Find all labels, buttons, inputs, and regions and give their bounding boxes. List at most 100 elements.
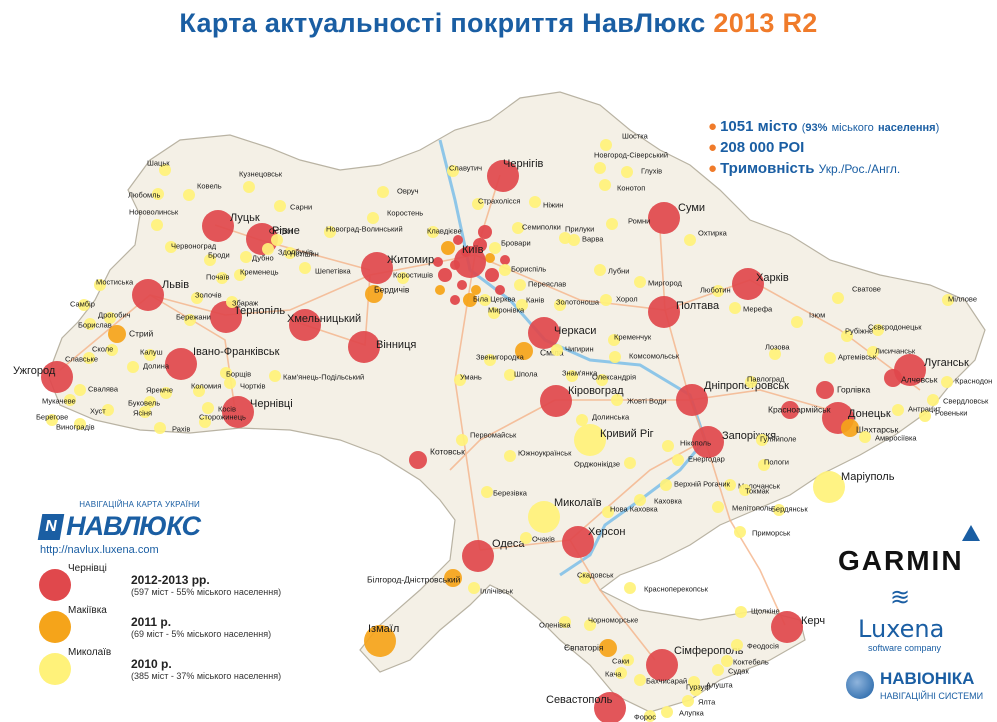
city-label: Луцьк xyxy=(230,212,260,224)
city-label: Самбір xyxy=(70,300,95,309)
city-label: Луганськ xyxy=(924,357,969,369)
city-dot xyxy=(514,279,526,291)
city-label: Нетішин xyxy=(290,250,319,259)
city-marker: Бердянськ xyxy=(771,504,808,516)
city-label: Сватове xyxy=(852,285,881,294)
city-marker: Варва xyxy=(568,234,604,246)
kyiv-area-marker xyxy=(438,268,452,282)
city-marker: Алчевськ xyxy=(884,369,938,387)
city-marker: Павлоград xyxy=(745,375,785,388)
city-label: Чигирин xyxy=(565,345,594,354)
garmin-logo: GARMIN xyxy=(838,545,964,576)
city-marker: Очаків xyxy=(520,532,555,544)
kyiv-area-marker xyxy=(457,280,467,290)
city-label: Одеса xyxy=(492,538,525,550)
city-dot xyxy=(927,394,939,406)
city-marker: Любомль xyxy=(128,188,164,200)
city-label: Ужгород xyxy=(13,365,56,377)
city-label: Скадовськ xyxy=(577,571,614,580)
city-marker: Полтава xyxy=(648,296,720,328)
legend-desc: (69 міст - 5% міського населення) xyxy=(131,629,272,639)
city-label: Судак xyxy=(728,667,749,676)
city-marker: Яремче xyxy=(146,386,173,399)
city-marker: Звенигородка xyxy=(476,353,525,366)
city-label: Міллове xyxy=(948,295,977,304)
city-label: Бердянськ xyxy=(771,505,808,514)
city-dot xyxy=(648,296,680,328)
city-label: Варва xyxy=(582,235,604,244)
city-marker: Золочів xyxy=(191,291,222,304)
city-label: Умань xyxy=(460,373,482,382)
city-marker: Коростишів xyxy=(393,271,433,284)
city-label: Чорноморське xyxy=(588,616,638,625)
stat-poi: ● 208 000 POI xyxy=(708,139,939,156)
city-marker: Свердловськ xyxy=(927,394,989,406)
city-marker: Приморськ xyxy=(734,526,791,538)
city-label: Первомайськ xyxy=(470,431,517,440)
city-dot xyxy=(672,454,684,466)
city-marker: Буковель xyxy=(128,396,160,408)
city-label: Чернігів xyxy=(503,158,544,170)
city-marker: Бережани xyxy=(176,313,211,326)
city-marker: Переяслав xyxy=(514,279,566,291)
city-dot xyxy=(202,210,234,242)
city-marker: Львів xyxy=(132,279,189,311)
city-label: Сімферополь xyxy=(674,645,744,657)
city-label: Шпола xyxy=(514,370,538,379)
city-label: Збараж xyxy=(232,299,258,308)
city-dot xyxy=(520,532,532,544)
city-markers: Київ Чернігів Суми Харків Полтава Луганськ Дон… xyxy=(13,132,992,722)
city-dot xyxy=(559,232,571,244)
city-marker: Дніпропетровськ xyxy=(676,380,789,416)
city-label: Молочанськ xyxy=(738,482,781,491)
city-marker: Ніжин xyxy=(529,196,563,210)
city-marker: Коростень xyxy=(367,209,423,224)
city-label: Звенигородка xyxy=(476,353,525,362)
city-dot xyxy=(108,325,126,343)
ukraine-territory xyxy=(47,91,986,713)
kyiv-area-marker xyxy=(433,257,443,267)
city-marker: Комсомольськ xyxy=(609,351,680,363)
city-label: Буковель xyxy=(128,399,160,408)
city-dot xyxy=(712,501,724,513)
city-marker: Нетішин xyxy=(284,247,319,259)
city-marker: Маріуполь xyxy=(813,471,895,503)
city-label: Щолкіне xyxy=(751,607,780,616)
city-label: Івано-Франківськ xyxy=(193,346,280,358)
city-marker: Ромни xyxy=(606,217,650,230)
city-dot xyxy=(193,385,205,397)
city-dot xyxy=(216,272,228,284)
city-dot xyxy=(676,384,708,416)
city-dot xyxy=(94,279,106,291)
city-marker: Київ xyxy=(454,244,486,278)
city-label: Кривий Ріг xyxy=(600,428,654,440)
city-marker: Лубни xyxy=(594,264,629,276)
city-dot xyxy=(106,344,118,356)
city-dot xyxy=(594,264,606,276)
city-dot xyxy=(646,649,678,681)
city-dot xyxy=(427,226,439,238)
brand-url[interactable]: http://navlux.luxena.com xyxy=(40,544,159,556)
legend-period: 2011 р. xyxy=(131,615,172,629)
city-label: Артемівськ xyxy=(838,353,877,362)
city-marker: Красноперекопськ xyxy=(624,582,709,594)
city-label: Жовті Води xyxy=(627,397,667,406)
city-marker: Конотоп xyxy=(599,179,645,193)
city-marker: Черкаси xyxy=(528,317,596,349)
city-label: Білгород-Дністровський xyxy=(367,575,461,585)
city-marker: Новгород-Сіверський xyxy=(594,151,668,174)
city-label: Борислав xyxy=(78,321,112,330)
city-marker: Жовті Води xyxy=(611,394,667,406)
city-label: Золочів xyxy=(195,291,222,300)
city-marker: Славутич xyxy=(447,164,482,177)
city-marker: Чорноморське xyxy=(584,616,638,631)
city-marker: Клавдієве xyxy=(427,226,462,238)
city-label: Суми xyxy=(678,202,705,214)
city-marker: Біла Церква xyxy=(473,294,516,306)
city-dot xyxy=(499,264,511,276)
city-label: Бердичів xyxy=(374,285,410,295)
city-marker: Орджонікідзе xyxy=(574,457,636,469)
city-dot xyxy=(154,422,166,434)
city-dot xyxy=(529,196,541,208)
legend-row-2011: Макіївка 2011 р. (69 міст - 5% міського … xyxy=(35,605,335,649)
